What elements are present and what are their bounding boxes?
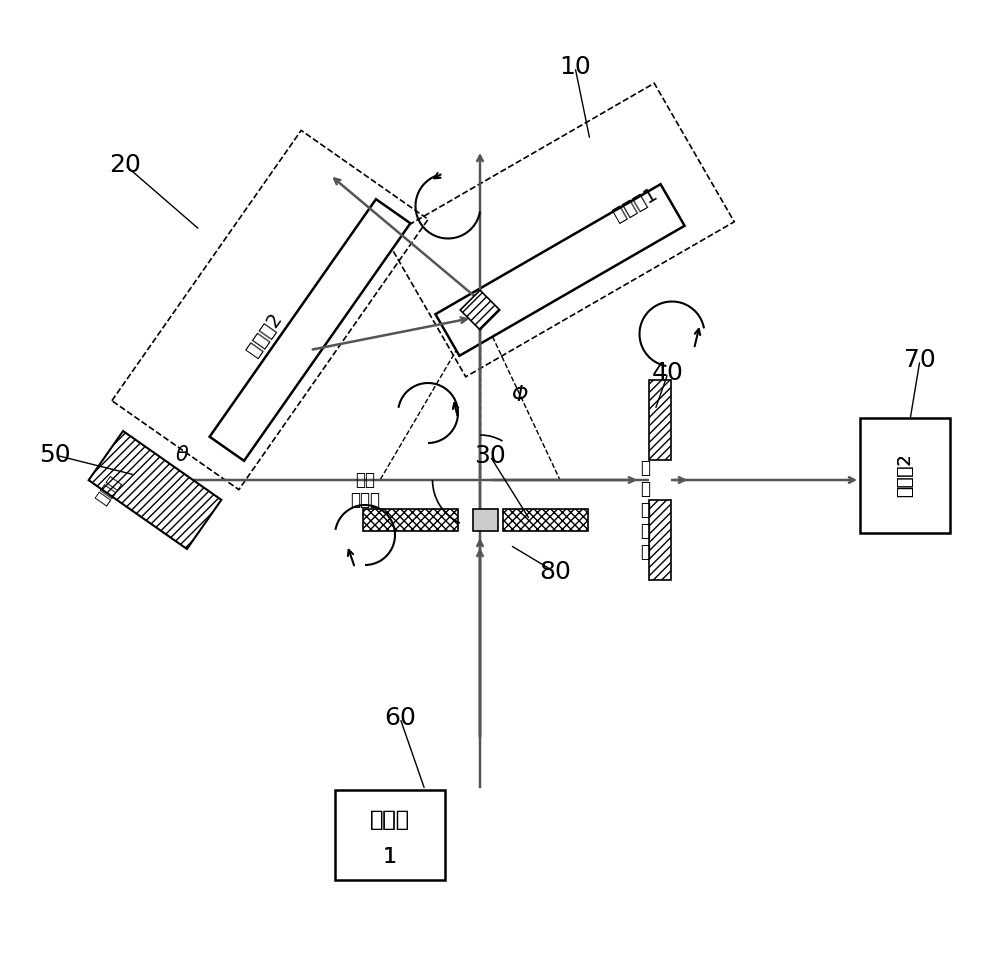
Bar [210,199,410,461]
Bar [335,790,445,880]
Text: 第
二
通
光
孔: 第 二 通 光 孔 [640,460,650,560]
Text: 1: 1 [383,847,397,867]
Text: 50: 50 [39,443,71,467]
Text: 第一
通光孔: 第一 通光孔 [350,470,380,510]
Bar [649,380,671,460]
Bar [473,509,498,531]
Text: 经纬仪: 经纬仪 [370,810,410,830]
Text: 20: 20 [109,153,141,177]
Bar [89,431,221,549]
Text: 偏转镜1: 偏转镜1 [610,185,660,225]
Text: 工艺孔: 工艺孔 [92,472,124,508]
Bar [649,500,671,580]
Text: Φ: Φ [512,385,528,405]
Bar [362,509,458,531]
Bar [112,130,428,489]
Bar [386,83,734,377]
Text: 经纬仪2: 经纬仪2 [896,453,914,497]
Bar [435,185,685,356]
Text: 30: 30 [474,444,506,468]
Bar [860,418,950,532]
Text: 80: 80 [539,560,571,584]
Text: 经纬仪: 经纬仪 [370,810,410,830]
Text: 60: 60 [384,706,416,730]
Bar [460,291,500,330]
Text: θ: θ [176,445,188,465]
Text: 40: 40 [652,361,684,385]
Bar [649,470,671,490]
Text: 经纬仪2: 经纬仪2 [896,453,914,497]
Text: 70: 70 [904,348,936,372]
Text: 1: 1 [383,847,397,867]
Bar [503,509,588,531]
Text: 偏转镜2: 偏转镜2 [244,310,286,360]
Text: 10: 10 [559,55,591,79]
